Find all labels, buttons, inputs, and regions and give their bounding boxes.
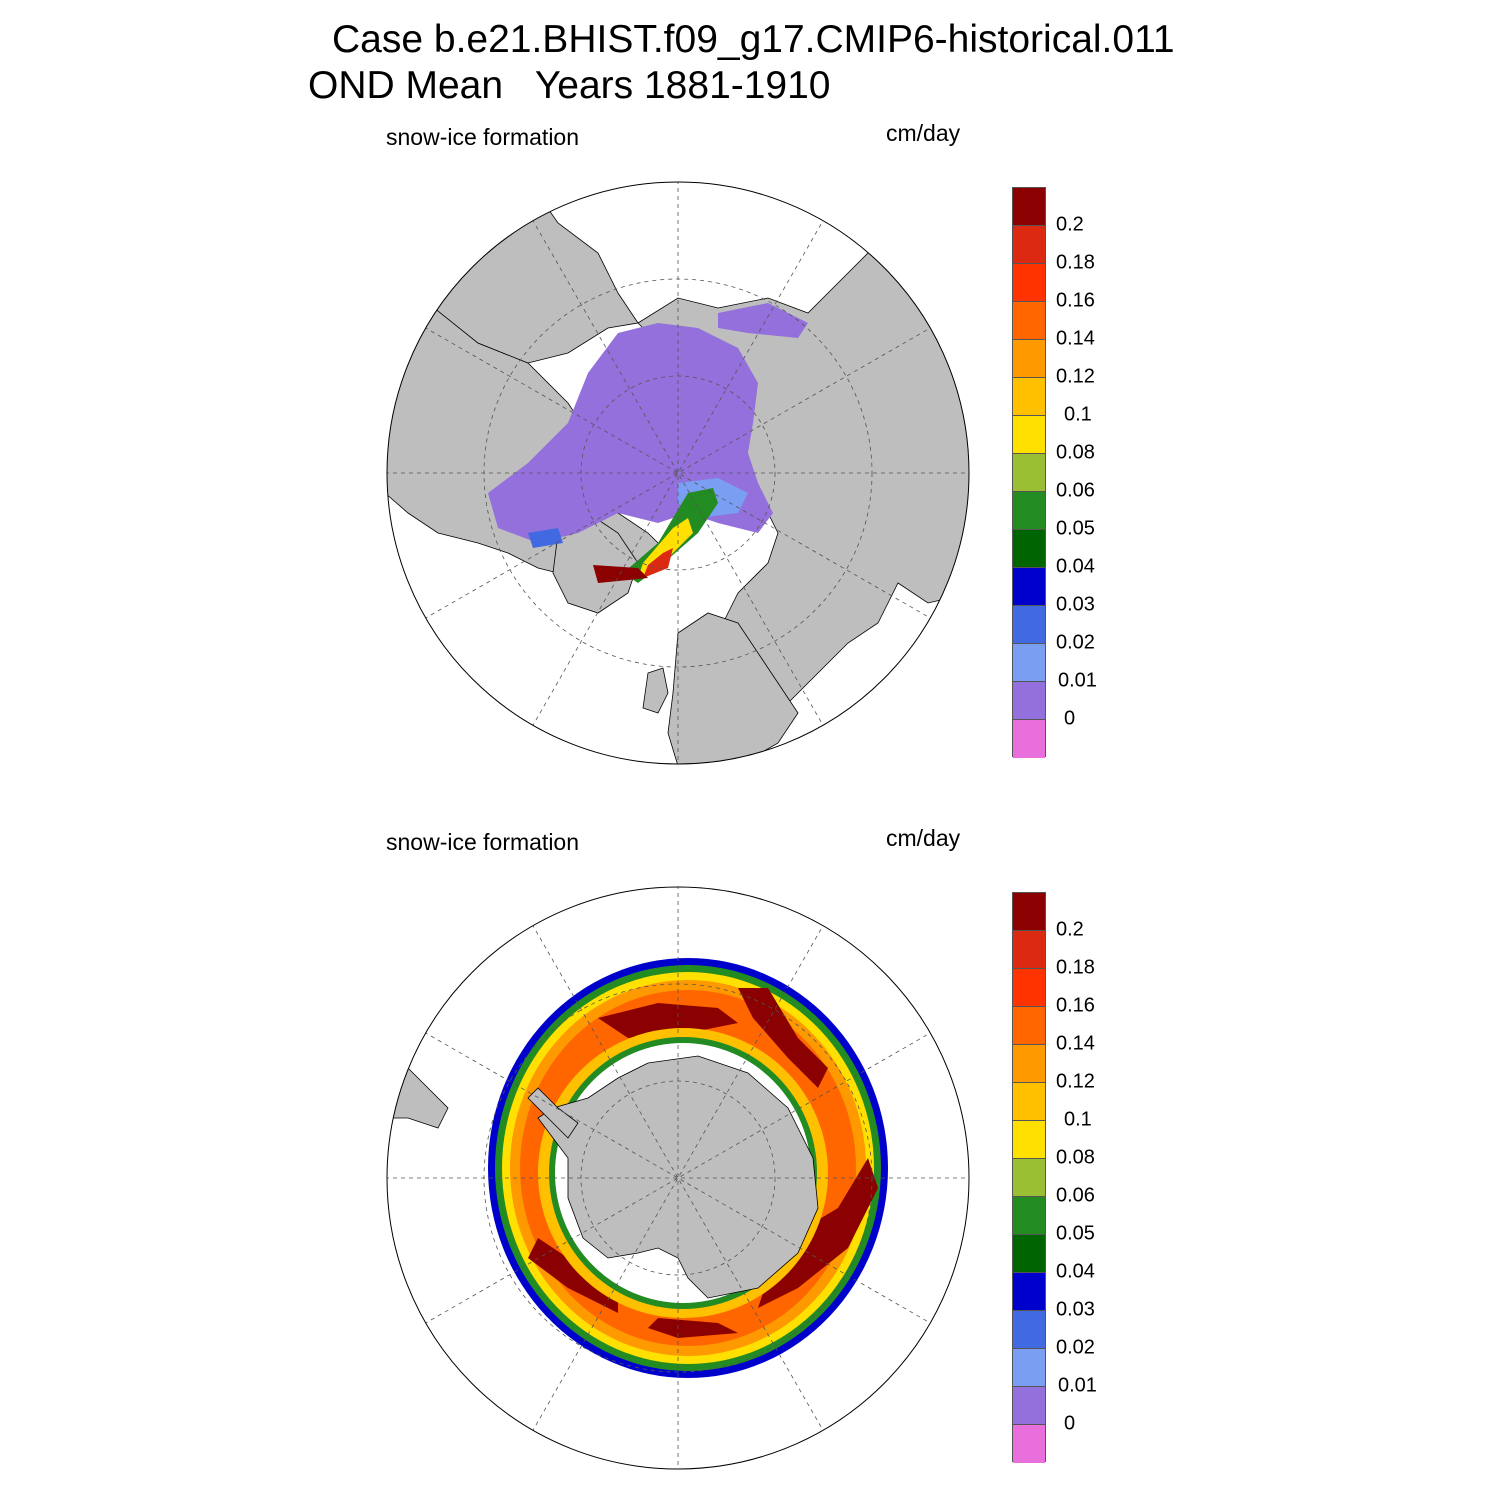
south-colorbar bbox=[1012, 892, 1046, 1463]
colorbar-swatch bbox=[1013, 1121, 1045, 1159]
colorbar-swatch bbox=[1013, 568, 1045, 606]
colorbar-tick-label: 0.18 bbox=[1056, 956, 1095, 979]
colorbar-swatch bbox=[1013, 226, 1045, 264]
north-map-border bbox=[386, 181, 970, 765]
south-panel-variable-label: snow-ice formation bbox=[386, 829, 580, 855]
south-graticule bbox=[387, 887, 969, 1469]
south-maxima-east bbox=[738, 988, 828, 1088]
colorbar-tick-label: 0.02 bbox=[1056, 631, 1095, 654]
colorbar-swatch bbox=[1013, 931, 1045, 969]
north-graticule bbox=[387, 182, 969, 764]
south-maxima-pacific bbox=[648, 1318, 738, 1338]
colorbar-swatch bbox=[1013, 1045, 1045, 1083]
colorbar-tick-label: 0.16 bbox=[1056, 994, 1095, 1017]
colorbar-swatch bbox=[1013, 682, 1045, 720]
south-maxima-weddell bbox=[598, 1003, 738, 1038]
colorbar-swatch bbox=[1013, 1387, 1045, 1425]
colorbar-swatch bbox=[1013, 1311, 1045, 1349]
colorbar-swatch bbox=[1013, 264, 1045, 302]
north-panel-variable-label: snow-ice formation bbox=[386, 124, 580, 150]
colorbar-tick-label: 0.2 bbox=[1056, 213, 1084, 236]
colorbar-swatch bbox=[1013, 1159, 1045, 1197]
south-maxima-amundsen bbox=[528, 1238, 618, 1313]
colorbar-swatch bbox=[1013, 720, 1045, 758]
colorbar-tick-label: 0 bbox=[1064, 1412, 1076, 1435]
south-peninsula-land bbox=[527, 1087, 579, 1139]
colorbar-swatch bbox=[1013, 378, 1045, 416]
colorbar-swatch bbox=[1013, 1197, 1045, 1235]
colorbar-swatch bbox=[1013, 1425, 1045, 1463]
colorbar-tick-label: 0.06 bbox=[1056, 1184, 1095, 1207]
colorbar-tick-label: 0.01 bbox=[1058, 1374, 1097, 1397]
colorbar-tick-label: 0.12 bbox=[1056, 365, 1095, 388]
colorbar-tick-label: 0.08 bbox=[1056, 1146, 1095, 1169]
colorbar-swatch bbox=[1013, 340, 1045, 378]
colorbar-tick-label: 0.14 bbox=[1056, 327, 1095, 350]
colorbar-swatch bbox=[1013, 1083, 1045, 1121]
colorbar-swatch bbox=[1013, 606, 1045, 644]
colorbar-swatch bbox=[1013, 1273, 1045, 1311]
colorbar-tick-label: 0.05 bbox=[1056, 1222, 1095, 1245]
north-panel-unit-label: cm/day bbox=[886, 120, 961, 146]
colorbar-tick-label: 0.04 bbox=[1056, 1260, 1095, 1283]
colorbar-swatch bbox=[1013, 644, 1045, 682]
south-antarctica-land bbox=[537, 1055, 819, 1299]
north-europe-land bbox=[667, 612, 799, 764]
south-panel-unit-label: cm/day bbox=[886, 825, 961, 851]
colorbar-swatch bbox=[1013, 1007, 1045, 1045]
colorbar-swatch bbox=[1013, 1349, 1045, 1387]
colorbar-swatch bbox=[1013, 188, 1045, 226]
north-ice-edge-band-red bbox=[643, 548, 673, 578]
colorbar-tick-label: 0.12 bbox=[1056, 1070, 1095, 1093]
colorbar-swatch bbox=[1013, 530, 1045, 568]
south-polar-map bbox=[386, 886, 970, 1470]
colorbar-swatch bbox=[1013, 454, 1045, 492]
north-hudson-field bbox=[528, 528, 563, 548]
colorbar-tick-label: 0.1 bbox=[1064, 403, 1092, 426]
colorbar-tick-label: 0.04 bbox=[1056, 555, 1095, 578]
north-colorbar bbox=[1012, 187, 1046, 758]
north-ice-edge-band-dark bbox=[593, 565, 648, 583]
colorbar-swatch bbox=[1013, 492, 1045, 530]
north-british-isles-land bbox=[642, 667, 669, 714]
north-polar-map bbox=[386, 181, 970, 765]
figure-title-line2: OND Mean Years 1881-1910 bbox=[308, 64, 831, 107]
colorbar-tick-label: 0.08 bbox=[1056, 441, 1095, 464]
colorbar-swatch bbox=[1013, 302, 1045, 340]
colorbar-tick-label: 0.16 bbox=[1056, 289, 1095, 312]
figure-title-line1: Case b.e21.BHIST.f09_g17.CMIP6-historica… bbox=[332, 18, 1175, 61]
colorbar-tick-label: 0.2 bbox=[1056, 918, 1084, 941]
colorbar-swatch bbox=[1013, 893, 1045, 931]
colorbar-tick-label: 0 bbox=[1064, 707, 1076, 730]
colorbar-tick-label: 0.06 bbox=[1056, 479, 1095, 502]
colorbar-tick-label: 0.18 bbox=[1056, 251, 1095, 274]
colorbar-tick-label: 0.14 bbox=[1056, 1032, 1095, 1055]
south-colorbar-labels: 0.2 0.18 0.16 0.14 0.12 0.1 0.08 0.06 0.05 0.04 0.… bbox=[1056, 892, 1136, 1462]
colorbar-swatch bbox=[1013, 416, 1045, 454]
colorbar-tick-label: 0.01 bbox=[1058, 669, 1097, 692]
colorbar-tick-label: 0.05 bbox=[1056, 517, 1095, 540]
colorbar-tick-label: 0.03 bbox=[1056, 1298, 1095, 1321]
colorbar-tick-label: 0.02 bbox=[1056, 1336, 1095, 1359]
colorbar-tick-label: 0.03 bbox=[1056, 593, 1095, 616]
colorbar-swatch bbox=[1013, 969, 1045, 1007]
north-colorbar-labels: 0.2 0.18 0.16 0.14 0.12 0.1 0.08 0.06 0.05 0.04 0.… bbox=[1056, 187, 1136, 757]
south-map-border bbox=[386, 886, 970, 1470]
colorbar-tick-label: 0.1 bbox=[1064, 1108, 1092, 1131]
colorbar-swatch bbox=[1013, 1235, 1045, 1273]
